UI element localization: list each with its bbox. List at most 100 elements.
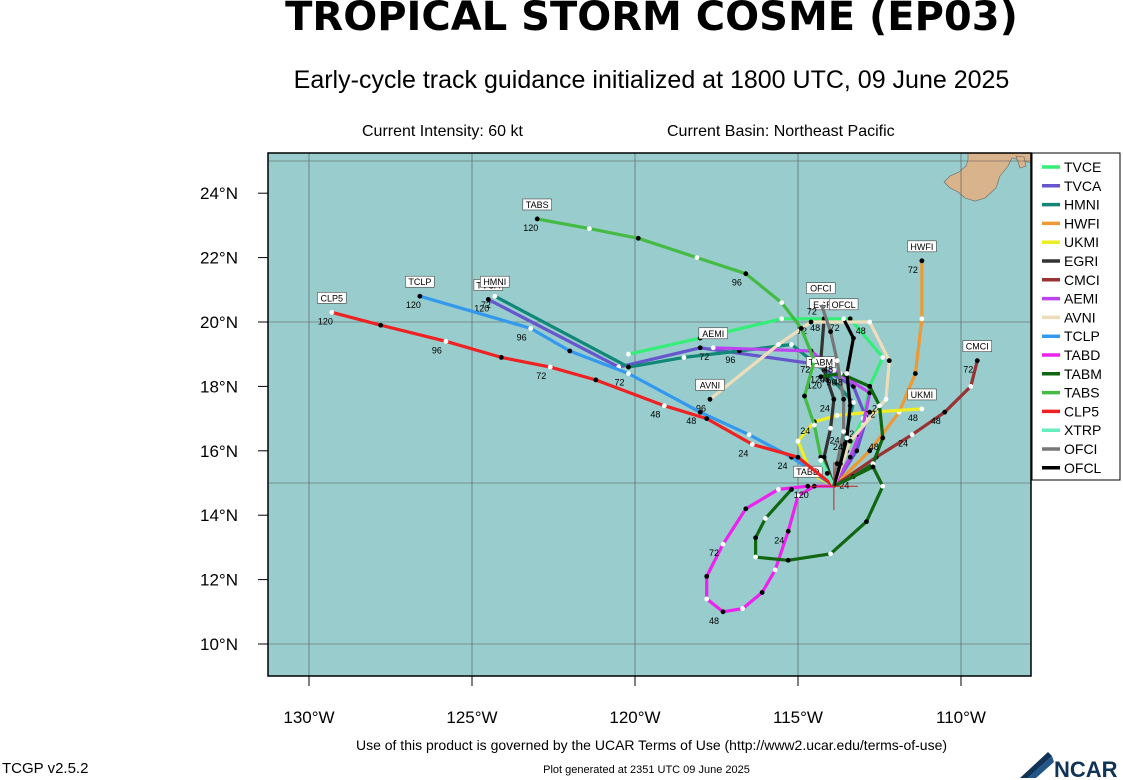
track-point: [841, 429, 847, 434]
forecast-hour-label: 120: [474, 303, 489, 313]
lat-label: 12°N: [200, 571, 238, 590]
forecast-hour-label: 48: [908, 413, 918, 423]
legend-label: TABS: [1064, 385, 1100, 401]
forecast-hour-label: 120: [318, 316, 333, 326]
forecast-hour-label: 48: [650, 410, 660, 420]
forecast-hour-label: 120: [794, 490, 809, 500]
lat-label: 20°N: [200, 313, 238, 332]
model-label: TABM: [809, 358, 833, 368]
legend-label: HMNI: [1064, 197, 1100, 213]
track-point: [498, 355, 504, 360]
track-point: [485, 297, 491, 302]
model-label: CLP5: [321, 293, 344, 303]
track-point: [789, 342, 794, 347]
lat-label: 14°N: [200, 506, 238, 525]
track-point: [834, 358, 840, 364]
ncar-logo: NCAR: [1020, 752, 1118, 780]
track-tabm2: [753, 465, 885, 562]
track-point: [811, 358, 817, 364]
track-point: [886, 358, 892, 364]
forecast-hour-label: 48: [833, 378, 843, 388]
model-label: TABD: [796, 467, 820, 477]
legend-label: TABM: [1064, 366, 1102, 382]
forecast-hour-label: 48: [820, 374, 830, 384]
forecast-hour-label: 48: [931, 416, 941, 426]
track-point: [919, 316, 925, 322]
lon-label: 110°W: [936, 708, 986, 727]
forecast-hour-label: 48: [856, 326, 866, 336]
legend-label: XTRP: [1064, 422, 1101, 438]
track-point: [847, 438, 853, 444]
model-label-box: [698, 327, 728, 340]
track-point: [749, 441, 755, 447]
current-position-marker: [809, 462, 858, 511]
legend-label: CLP5: [1064, 403, 1099, 419]
track-point: [740, 606, 745, 611]
forecast-hour-label: 72: [800, 365, 810, 375]
model-label-box: [317, 292, 347, 304]
model-label: HWFI: [910, 242, 933, 252]
map-axes: 24°N 22°N 20°N 18°N 16°N 14°N 12°N 10°N 130°W 125…: [200, 184, 986, 727]
track-point: [798, 326, 804, 331]
track-tabd: [705, 484, 834, 614]
track-point: [528, 326, 534, 331]
map-frame: [267, 152, 1032, 677]
forecast-hour-label: 48: [709, 616, 719, 626]
current-basin: Current Basin: Northeast Pacific: [667, 123, 895, 140]
track-point: [779, 300, 785, 306]
track-point: [547, 364, 553, 370]
track-point: [753, 554, 759, 560]
forecast-hour-label: 120: [523, 223, 538, 233]
track-point: [802, 393, 807, 399]
model-label-box: [806, 282, 836, 294]
track-point: [704, 416, 710, 421]
forecast-hour-label: 48: [810, 323, 820, 333]
forecast-hour-label: 24: [898, 439, 908, 449]
track-point: [694, 255, 700, 260]
forecast-hour-label: 48: [869, 442, 879, 452]
lon-label: 130°W: [283, 708, 334, 727]
track-point: [805, 483, 811, 489]
track-point: [834, 412, 840, 418]
track-point: [880, 435, 886, 441]
track-point: [880, 483, 886, 489]
track-point: [785, 528, 791, 534]
track-point: [776, 342, 781, 347]
track-point: [681, 355, 687, 360]
track-point: [912, 371, 918, 376]
model-label: EGRI: [813, 300, 835, 310]
lat-label: 16°N: [200, 442, 238, 461]
legend-label: EGRI: [1064, 253, 1098, 269]
track-point: [883, 396, 889, 402]
track-point: [844, 371, 850, 376]
track-point: [779, 316, 785, 322]
track-point: [818, 458, 824, 463]
track-point: [707, 396, 713, 402]
track-point: [795, 493, 801, 499]
track-point: [867, 409, 873, 415]
forecast-hour-label: 96: [725, 355, 735, 365]
forecast-hour-label: 72: [807, 307, 817, 317]
track-tabs: [536, 217, 836, 487]
forecast-hour-label: 72: [481, 300, 491, 310]
forecast-hour-label: 48: [823, 365, 833, 375]
forecast-hour-label: 24: [833, 442, 843, 452]
forecast-hour-label: 72: [614, 378, 624, 388]
track-point: [626, 364, 631, 370]
track-point: [909, 432, 915, 438]
legend-label: TABD: [1064, 347, 1100, 363]
track-point: [847, 316, 853, 322]
legend-label: TCLP: [1064, 328, 1100, 344]
forecast-hour-label: 24: [774, 535, 784, 545]
track-point: [808, 319, 814, 325]
track-point: [586, 226, 592, 232]
track-point: [417, 293, 423, 299]
forecast-hour-label: 72: [963, 365, 973, 375]
model-label: HMNI: [483, 277, 506, 287]
track-point: [828, 551, 833, 557]
track-point: [851, 400, 856, 405]
track-point: [626, 371, 631, 376]
model-label: OFCL: [832, 300, 856, 310]
track-point: [818, 374, 824, 380]
